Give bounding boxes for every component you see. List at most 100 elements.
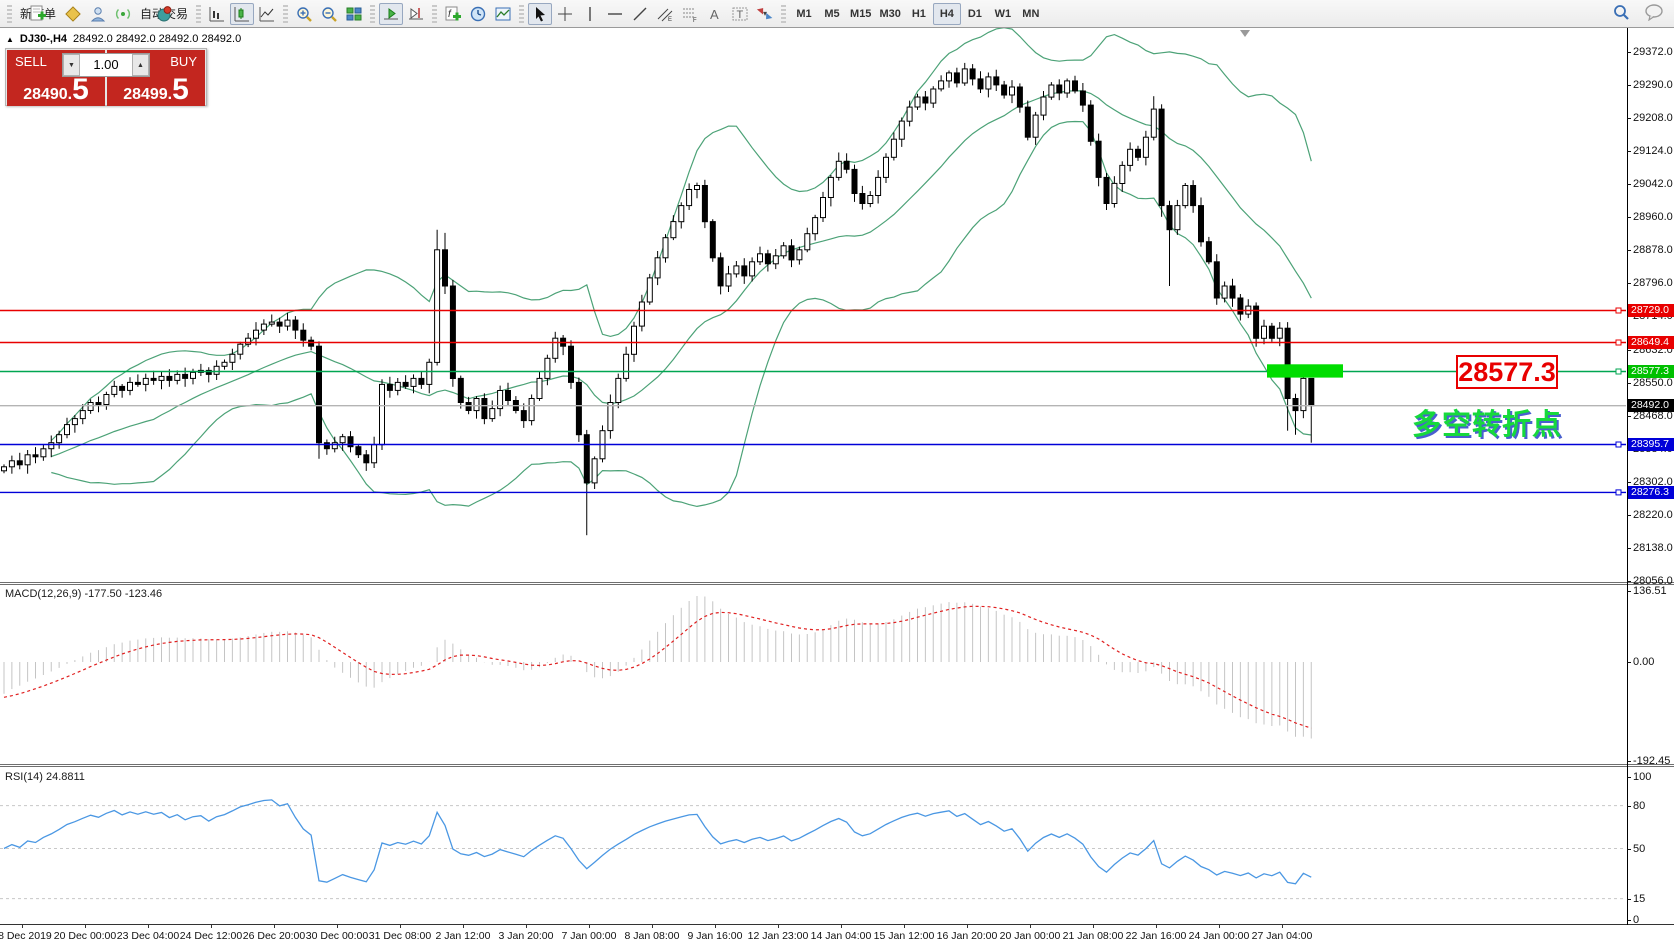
arrows-button[interactable]: ▾ (753, 3, 777, 25)
rsi-indicator-panel[interactable] (0, 767, 1627, 923)
toolbar-grip[interactable] (7, 4, 12, 23)
collapse-trade-panel-icon[interactable]: ▲ (6, 34, 14, 44)
rsi-tick-label: 50 (1633, 843, 1646, 855)
price-tick-label: 29372.0 (1633, 46, 1673, 58)
volume-input[interactable]: 1.00 (80, 54, 132, 76)
time-tick (400, 924, 401, 928)
new-order-button[interactable]: 新订单 (16, 3, 60, 25)
volume-increase-button[interactable]: ▲ (132, 54, 149, 76)
time-label: 24 Dec 12:00 (179, 930, 243, 942)
panel-splitter[interactable] (0, 764, 1674, 765)
toolbar-grip[interactable] (432, 4, 438, 23)
rsi-label: RSI(14) 24.8811 (5, 771, 85, 783)
panel-splitter (0, 584, 1674, 585)
time-tick (148, 924, 149, 928)
time-label: 9 Jan 16:00 (687, 930, 743, 942)
price-tick-label: 28796.0 (1633, 277, 1673, 289)
arrows-dropdown-caret[interactable]: ▾ (763, 9, 768, 18)
macd-indicator-panel[interactable] (0, 585, 1627, 764)
timeframe-h1-button[interactable]: H1 (911, 7, 926, 20)
horizontal-line-button[interactable] (603, 3, 627, 25)
price-tick-label: 28302.0 (1633, 476, 1673, 488)
profiles-icon (90, 6, 106, 21)
templates-button[interactable]: ▾ (491, 3, 515, 25)
chat-icon[interactable] (1644, 3, 1664, 21)
tile-windows-button[interactable] (342, 3, 366, 25)
templates-icon (495, 7, 511, 20)
timeframe-mn-button[interactable]: MN (1022, 7, 1040, 20)
time-tick (1282, 924, 1283, 928)
fibonacci-icon: F (683, 8, 697, 23)
toolbar-right-icons (1612, 3, 1664, 21)
price-badge: 28395.7 (1628, 438, 1674, 451)
time-label: 23 Dec 04:00 (116, 930, 180, 942)
timeframe-m30-button[interactable]: M30 (879, 7, 901, 20)
new-chart-icon (65, 5, 81, 22)
price-tick-dash (1627, 548, 1631, 549)
candlestick-chart-button[interactable] (230, 2, 255, 25)
chart-quote-row: ▲ DJ30-,H4 28492.0 28492.0 28492.0 28492… (6, 33, 241, 45)
toolbar-grip[interactable] (196, 4, 202, 23)
vertical-line-button[interactable] (578, 3, 602, 25)
rsi-tick-dash (1627, 777, 1631, 778)
equidistant-channel-icon: E (657, 8, 673, 23)
text-label-button[interactable]: T (728, 3, 752, 25)
price-tick-dash (1627, 118, 1631, 119)
timeframe-h4-button[interactable]: H4 (932, 2, 961, 25)
new-order-icon (30, 5, 46, 20)
price-badge: 28492.0 (1628, 399, 1674, 412)
timeframe-m5-button[interactable]: M5 (824, 7, 840, 20)
equidistant-channel-button[interactable]: E (653, 3, 677, 25)
time-tick (22, 924, 23, 928)
zoom-in-button[interactable] (292, 3, 316, 25)
price-badge: 28729.0 (1628, 304, 1674, 317)
signals-button[interactable] (111, 3, 135, 25)
zoom-out-button[interactable] (317, 3, 341, 25)
panel-splitter[interactable] (0, 582, 1674, 583)
price-tick-dash (1627, 151, 1631, 152)
trendline-button[interactable] (628, 3, 652, 25)
time-label: 7 Jan 00:00 (561, 930, 617, 942)
price-tick-label: 29290.0 (1633, 79, 1673, 91)
toolbar-grip[interactable] (781, 4, 787, 23)
cursor-button[interactable] (528, 2, 553, 25)
indicators-button[interactable]: f ▾ (441, 3, 465, 25)
svg-text:T: T (737, 9, 744, 21)
bar-chart-button[interactable] (205, 3, 229, 25)
time-label: 16 Jan 20:00 (936, 930, 998, 942)
chart-shift-icon (409, 7, 424, 19)
price-tick-dash (1627, 85, 1631, 86)
macd-tick-dash (1627, 591, 1631, 592)
auto-trading-button[interactable]: 自动交易 (136, 3, 192, 25)
scroll-to-end-marker[interactable] (1240, 30, 1250, 37)
auto-scroll-button[interactable] (379, 2, 404, 25)
time-label: 20 Dec 00:00 (53, 930, 117, 942)
search-icon[interactable] (1612, 3, 1630, 21)
chart-shift-button[interactable] (404, 3, 428, 25)
periods-button[interactable]: ▾ (466, 3, 490, 25)
fibonacci-button[interactable]: F (678, 3, 702, 25)
timeframe-m15-button[interactable]: M15 (850, 7, 872, 20)
time-label: 8 Jan 08:00 (624, 930, 680, 942)
time-tick (526, 924, 527, 928)
new-chart-button[interactable] (61, 3, 85, 25)
price-level-callout[interactable]: 28577.3 (1456, 355, 1558, 389)
text-button[interactable]: A (703, 3, 727, 25)
volume-decrease-button[interactable]: ▼ (63, 54, 80, 76)
main-price-chart[interactable] (0, 28, 1627, 582)
toolbar-grip[interactable] (370, 4, 376, 23)
toolbar-grip[interactable] (519, 4, 525, 23)
crosshair-button[interactable] (553, 3, 577, 25)
timeframe-w1-button[interactable]: W1 (994, 7, 1012, 20)
timeframe-m1-button[interactable]: M1 (796, 7, 812, 20)
time-label: 12 Jan 23:00 (747, 930, 809, 942)
timeframe-d1-button[interactable]: D1 (967, 7, 982, 20)
turning-point-annotation[interactable]: 多空转折点 (1412, 409, 1563, 441)
line-chart-button[interactable] (255, 3, 279, 25)
buy-price: 28499.5 (123, 73, 189, 106)
time-tick (967, 924, 968, 928)
profiles-button[interactable] (86, 3, 110, 25)
toolbar-grip[interactable] (283, 4, 289, 23)
price-tick-label: 28878.0 (1633, 244, 1673, 256)
